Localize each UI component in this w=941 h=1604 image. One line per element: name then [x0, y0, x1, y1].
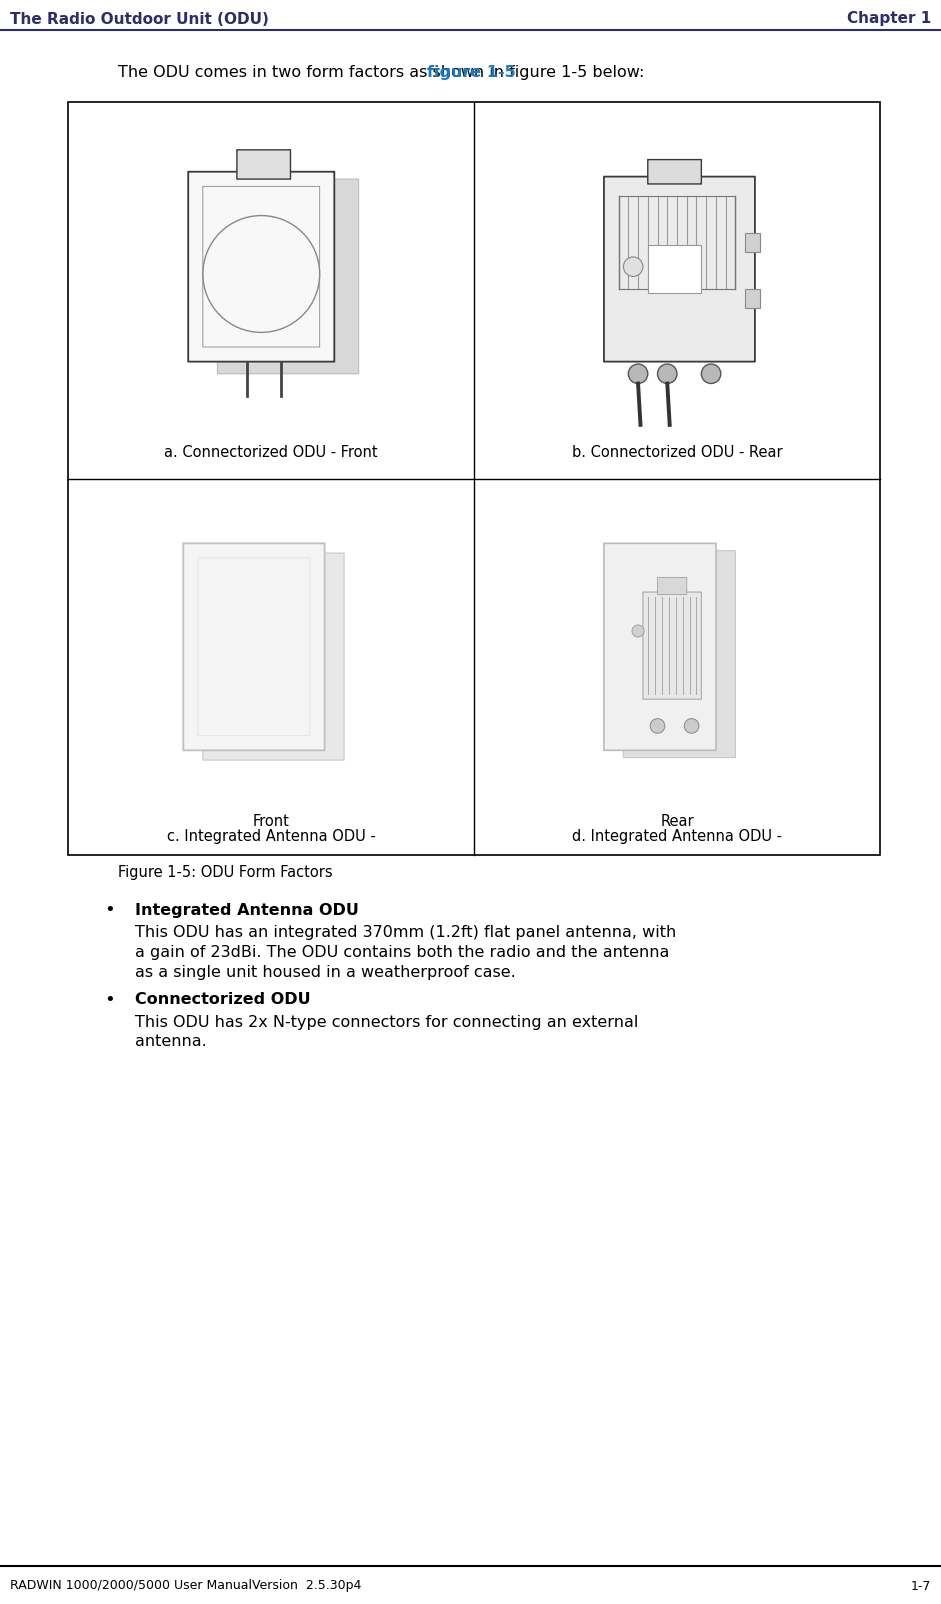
FancyBboxPatch shape — [624, 550, 736, 757]
Circle shape — [658, 364, 677, 383]
Text: •: • — [104, 991, 115, 1009]
Text: This ODU has an integrated 370mm (1.2ft) flat panel antenna, with: This ODU has an integrated 370mm (1.2ft)… — [135, 924, 677, 940]
Text: Figure 1-5: ODU Form Factors: Figure 1-5: ODU Form Factors — [118, 865, 332, 879]
Text: Rear: Rear — [661, 815, 694, 829]
FancyBboxPatch shape — [604, 544, 716, 751]
Text: figure 1-5: figure 1-5 — [427, 64, 516, 80]
Circle shape — [701, 364, 721, 383]
Text: RADWIN 1000/2000/5000 User ManualVersion  2.5.30p4: RADWIN 1000/2000/5000 User ManualVersion… — [10, 1580, 361, 1593]
Text: Front: Front — [252, 815, 290, 829]
Text: c. Integrated Antenna ODU -: c. Integrated Antenna ODU - — [167, 829, 375, 844]
FancyBboxPatch shape — [643, 592, 701, 699]
Text: •: • — [104, 901, 115, 919]
Text: Integrated Antenna ODU: Integrated Antenna ODU — [135, 903, 359, 917]
Circle shape — [650, 719, 665, 733]
Text: b. Connectorized ODU - Rear: b. Connectorized ODU - Rear — [572, 444, 782, 460]
FancyBboxPatch shape — [604, 176, 755, 361]
Text: 1-7: 1-7 — [911, 1580, 931, 1593]
FancyBboxPatch shape — [658, 577, 687, 595]
FancyBboxPatch shape — [203, 553, 344, 760]
Text: as a single unit housed in a weatherproof case.: as a single unit housed in a weatherproo… — [135, 964, 516, 980]
FancyBboxPatch shape — [237, 149, 291, 180]
FancyBboxPatch shape — [183, 544, 325, 751]
Bar — [647, 245, 701, 294]
Bar — [745, 233, 759, 252]
Text: Chapter 1: Chapter 1 — [847, 11, 931, 27]
Text: Connectorized ODU: Connectorized ODU — [135, 993, 311, 1007]
FancyBboxPatch shape — [217, 180, 359, 374]
Text: The ODU comes in two form factors as shown in figure 1-5 below:: The ODU comes in two form factors as sho… — [118, 64, 645, 80]
Circle shape — [684, 719, 699, 733]
FancyBboxPatch shape — [647, 159, 701, 184]
Text: This ODU has 2x N-type connectors for connecting an external: This ODU has 2x N-type connectors for co… — [135, 1014, 638, 1030]
Circle shape — [632, 626, 645, 637]
Text: antenna.: antenna. — [135, 1035, 207, 1049]
Circle shape — [624, 257, 643, 276]
Bar — [745, 289, 759, 308]
FancyBboxPatch shape — [188, 172, 334, 361]
Text: a. Connectorized ODU - Front: a. Connectorized ODU - Front — [164, 444, 378, 460]
Text: The Radio Outdoor Unit (ODU): The Radio Outdoor Unit (ODU) — [10, 11, 269, 27]
Circle shape — [629, 364, 647, 383]
Text: d. Integrated Antenna ODU -: d. Integrated Antenna ODU - — [572, 829, 782, 844]
Text: a gain of 23dBi. The ODU contains both the radio and the antenna: a gain of 23dBi. The ODU contains both t… — [135, 945, 669, 959]
Bar — [68, 103, 880, 855]
